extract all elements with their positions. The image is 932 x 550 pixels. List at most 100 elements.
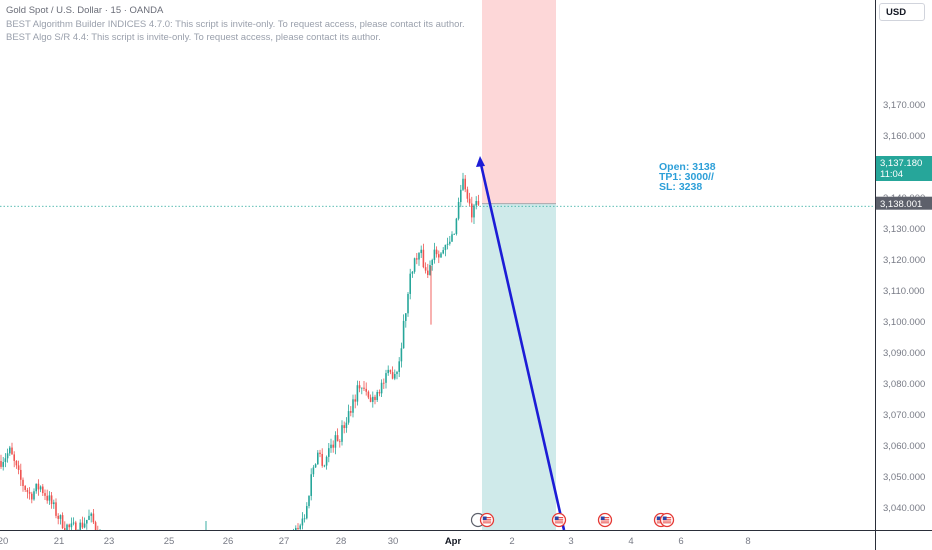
candle-body: [383, 382, 385, 384]
x-tick-label: 25: [164, 536, 175, 547]
candle-body: [380, 382, 383, 394]
projection-arrow: [478, 159, 566, 531]
candle-body: [411, 271, 414, 274]
candle-body: [405, 313, 407, 321]
candle-body: [323, 465, 326, 467]
x-tick-label: 23: [104, 536, 115, 547]
flag-stripe: [482, 518, 492, 520]
candle-body: [389, 369, 392, 373]
candle-body: [352, 399, 354, 413]
x-tick-label: 28: [336, 536, 347, 547]
candle-body: [44, 493, 46, 496]
candle-body: [341, 425, 343, 442]
candle-body: [75, 522, 77, 530]
y-tick-label: 3,120.000: [883, 255, 925, 266]
candle-body: [343, 425, 345, 429]
candle-body: [11, 447, 13, 455]
candles: [0, 172, 480, 531]
flag-stripe: [662, 520, 672, 522]
candle-body: [26, 489, 29, 493]
currency-button[interactable]: USD: [879, 3, 925, 21]
y-tick-label: 3,100.000: [883, 317, 925, 328]
candle-body: [55, 502, 57, 516]
candle-body: [94, 522, 97, 530]
flag-field: [600, 516, 610, 524]
candle-body: [418, 253, 420, 260]
y-tick-label: 3,170.000: [883, 100, 925, 111]
flag-canton: [656, 516, 661, 520]
candle-body: [70, 523, 73, 528]
candle-body: [312, 467, 315, 475]
candle-body: [431, 259, 433, 265]
flag-stripe: [482, 520, 492, 522]
symbol-title: Gold Spot / U.S. Dollar · 15 · OANDA: [6, 5, 164, 16]
candle-body: [356, 385, 359, 402]
indicator-line-2: BEST Algo S/R 4.4: This script is invite…: [6, 32, 381, 43]
candle-body: [22, 479, 24, 486]
open-label: Open: 3138: [659, 161, 716, 173]
flag-stripe: [554, 522, 564, 524]
candle-body: [446, 243, 449, 245]
candle-body: [24, 485, 26, 490]
candle-body: [2, 461, 4, 467]
y-tick-label: 3,080.000: [883, 379, 925, 390]
candle-body: [20, 469, 22, 480]
flag-stripe: [662, 518, 672, 520]
current-price-tag: [876, 156, 932, 181]
x-tick-label: Apr: [445, 536, 462, 547]
candle-body: [303, 518, 306, 520]
indicator-line-1: BEST Algorithm Builder INDICES 4.7.0: Th…: [6, 19, 465, 30]
candle-body: [422, 249, 425, 268]
us-event-flag-icon: [597, 512, 613, 528]
take-profit-zone: [482, 203, 556, 530]
countdown-text: 11:04: [880, 169, 903, 180]
candle-body: [444, 244, 447, 251]
flag-stripe: [554, 518, 564, 520]
candle-body: [299, 525, 301, 529]
candle-body: [387, 369, 389, 374]
candle-body: [420, 249, 422, 254]
candle-body: [50, 495, 53, 505]
candle-body: [468, 198, 471, 204]
flag-stripe: [662, 517, 672, 518]
x-tick-label: 3: [568, 536, 573, 547]
candle-body: [394, 374, 396, 379]
x-tick-label: 6: [678, 536, 683, 547]
y-tick-label: 3,160.000: [883, 131, 925, 142]
candle-body: [466, 189, 469, 199]
flag-stripe: [662, 522, 672, 524]
candle-body: [464, 178, 466, 190]
candle-body: [46, 495, 48, 501]
y-tick-label: 3,050.000: [883, 472, 925, 483]
candle-body: [319, 452, 321, 455]
candle-body: [31, 493, 33, 500]
candle-body: [378, 391, 381, 394]
candle-body: [6, 453, 9, 459]
flag-stripe: [600, 518, 610, 520]
candle-body: [88, 515, 90, 520]
candle-body: [59, 515, 62, 519]
candle-body: [376, 391, 378, 401]
x-tick-label: 27: [279, 536, 290, 547]
x-tick-label: 21: [54, 536, 65, 547]
flag-stripe: [482, 517, 492, 518]
flag-stripe: [554, 520, 564, 522]
candle-body: [314, 464, 317, 468]
candle-body: [321, 454, 323, 466]
y-tick-label: 3,040.000: [883, 503, 925, 514]
candle-body: [328, 448, 330, 457]
x-tick-label: 26: [223, 536, 234, 547]
y-tick-label: 3,110.000: [883, 286, 925, 297]
stop-loss-zone: [482, 0, 556, 204]
candle-body: [86, 519, 88, 524]
flag-canton: [662, 516, 667, 520]
x-tick-label: 20: [0, 536, 8, 547]
candle-body: [72, 522, 75, 524]
candle-body: [39, 486, 42, 490]
take-profit-label: TP1: 3000//: [659, 171, 714, 183]
candle-body: [398, 361, 400, 372]
candle-body: [0, 461, 2, 467]
candle-body: [409, 273, 411, 294]
us-event-flag-icon: [479, 512, 495, 528]
